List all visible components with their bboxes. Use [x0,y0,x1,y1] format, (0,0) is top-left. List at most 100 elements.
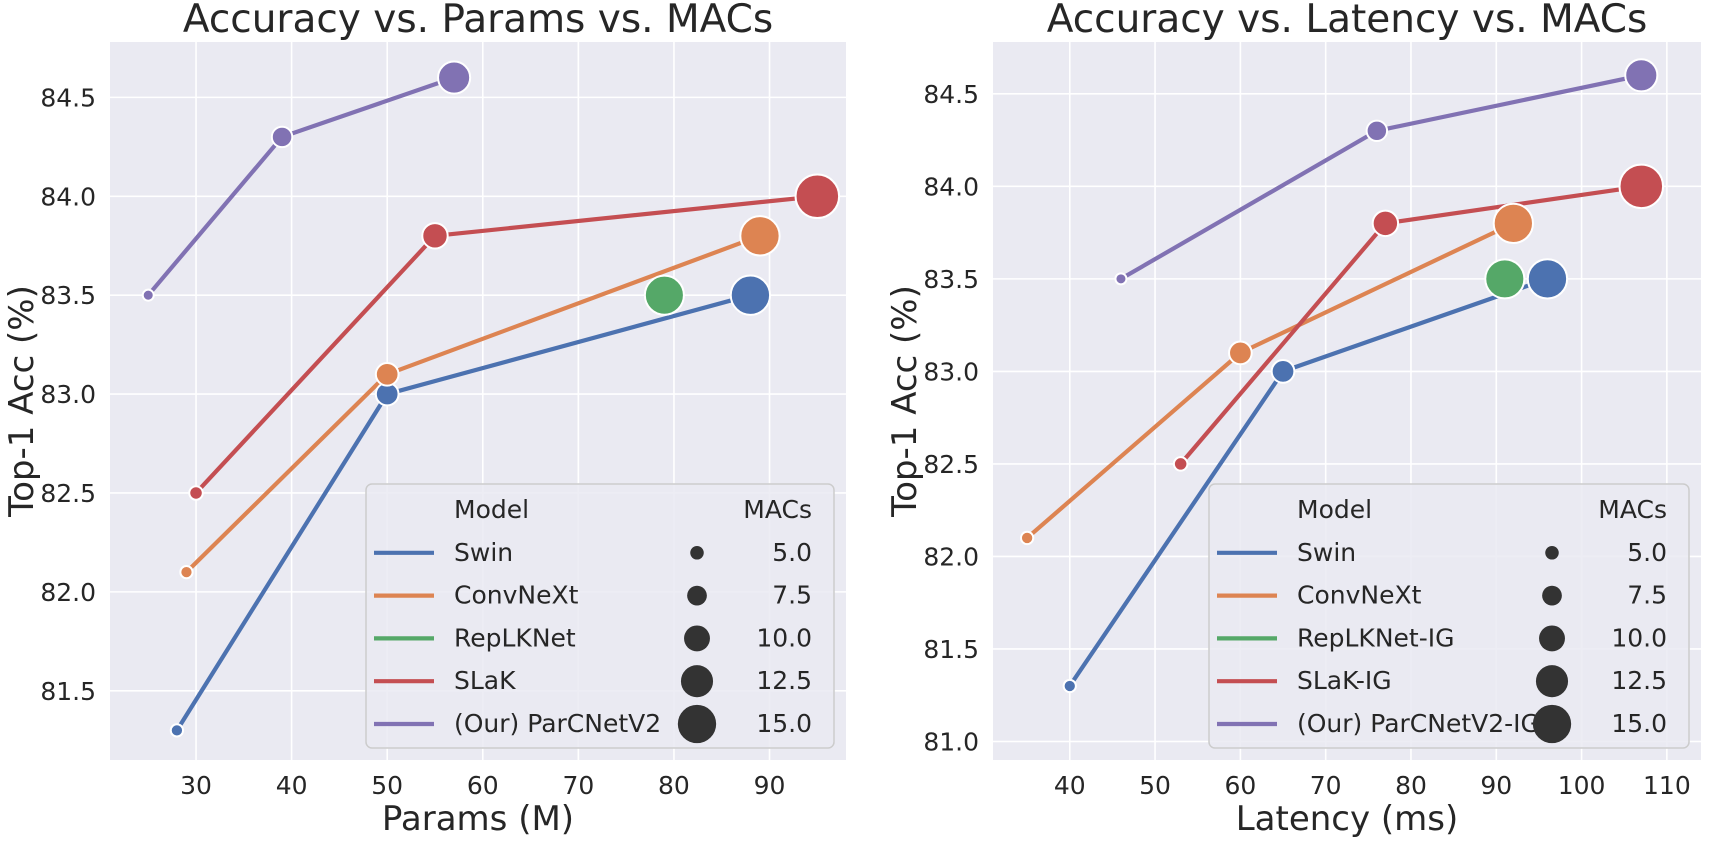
legend-size-label: 15.0 [756,709,812,738]
x-tick-label: 80 [658,771,690,800]
y-tick-label: 81.0 [923,727,979,756]
chart-title: Accuracy vs. Latency vs. MACs [1047,0,1648,42]
legend-size-label: 10.0 [756,623,812,652]
y-tick-label: 84.5 [923,80,979,109]
data-point [1492,202,1534,245]
legend-box [1208,483,1690,749]
legend-entry-label: (Our) ParCNetV2 [454,709,661,738]
legend-size-marker [677,704,717,744]
x-axis-label: Params (M) [382,799,574,839]
x-tick-label: 60 [1224,771,1256,800]
legend-size-marker [687,585,707,606]
legend-size-marker [684,625,710,652]
data-point [1062,678,1077,694]
x-tick-label: 50 [1139,771,1171,800]
data-point [421,222,449,250]
x-tick-label: 70 [1310,771,1342,800]
legend-size-marker [1532,704,1572,744]
data-point [1270,359,1296,384]
y-axis-label: Top-1 Acc (%) [2,285,42,518]
x-tick-label: 100 [1558,771,1606,800]
legend-entry-label: SLaK-IG [1297,666,1392,695]
x-tick-label: 90 [754,771,786,800]
data-point [179,564,194,580]
legend-box [365,483,835,749]
legend: Model MACs Swin ConvNeXt RepLKNet SLaK (Our) P… [365,483,835,749]
y-tick-label: 83.0 [923,357,979,386]
x-tick-label: 40 [1054,771,1086,800]
data-point [169,723,185,738]
legend-size-marker [680,665,714,698]
legend-size-marker [690,546,704,560]
data-point [1172,456,1189,472]
y-tick-label: 81.5 [40,677,96,706]
x-tick-label: 80 [1395,771,1427,800]
legend-entry-label: ConvNeXt [1297,581,1422,610]
data-point [1114,272,1128,286]
data-point [1228,340,1253,366]
y-tick-label: 81.5 [923,635,979,664]
chart-params: 30 40 50 60 70 80 90 81.5 82.0 82.5 83.0 83.5 84.0 84… [2,0,846,839]
y-tick-label: 84.0 [40,182,96,211]
data-point [794,173,841,220]
legend: Model MACs Swin ConvNeXt RepLKNet-IG SLaK-IG (… [1208,483,1690,749]
chart-latency: 40 50 60 70 80 90 100 110 81.0 81.5 82.0 82.5 83.0 83… [885,0,1701,839]
legend-size-title: MACs [743,495,812,524]
x-tick-label: 60 [467,771,499,800]
legend-size-title: MACs [1598,495,1667,524]
y-tick-label: 83.0 [40,380,96,409]
legend-size-label: 5.0 [1627,538,1667,567]
data-point [1618,163,1665,210]
data-point [270,125,294,149]
y-tick-label: 82.5 [40,479,96,508]
data-point [1365,119,1389,143]
data-point [1624,58,1659,93]
x-tick-label: 40 [276,771,308,800]
legend-entry-label: (Our) ParCNetV2-IG [1297,709,1540,738]
y-tick-label: 84.5 [40,83,96,112]
legend-size-label: 12.5 [756,666,812,695]
data-point [1371,209,1400,238]
y-tick-label: 83.5 [923,265,979,294]
data-point [729,274,772,316]
y-tick-label: 83.5 [40,281,96,310]
x-tick-label: 90 [1480,771,1512,800]
data-point [1526,258,1569,300]
data-point [739,215,781,257]
legend-entry-label: Swin [1297,538,1356,567]
x-axis-label: Latency (ms) [1236,799,1459,839]
y-tick-label: 82.0 [923,542,979,571]
legend-size-label: 15.0 [1611,709,1667,738]
legend-entry-label: ConvNeXt [454,581,579,610]
legend-entry-label: SLaK [454,666,516,695]
legend-entry-label: RepLKNet [454,623,576,652]
legend-size-label: 7.5 [772,581,812,610]
legend-size-marker [1535,665,1569,698]
data-point [1484,258,1526,300]
y-tick-label: 84.0 [923,172,979,201]
data-point [141,288,155,302]
legend-model-title: Model [1297,495,1372,524]
chart-title: Accuracy vs. Params vs. MACs [183,0,773,42]
data-point [1019,530,1035,546]
legend-entry-label: RepLKNet-IG [1297,623,1454,652]
legend-size-label: 7.5 [1627,581,1667,610]
legend-size-label: 5.0 [772,538,812,567]
x-tick-label: 70 [562,771,594,800]
y-tick-label: 82.0 [40,578,96,607]
data-point [374,361,400,387]
data-point [643,274,685,316]
data-point [188,485,204,501]
legend-size-marker [1539,625,1565,652]
y-axis-label: Top-1 Acc (%) [885,285,925,518]
legend-size-label: 10.0 [1611,623,1667,652]
legend-size-label: 12.5 [1611,666,1667,695]
data-point [437,60,472,95]
legend-model-title: Model [454,495,529,524]
legend-size-marker [1542,585,1562,606]
legend-size-marker [1545,546,1559,560]
x-tick-label: 110 [1643,771,1691,800]
y-tick-label: 82.5 [923,450,979,479]
x-tick-label: 30 [180,771,212,800]
